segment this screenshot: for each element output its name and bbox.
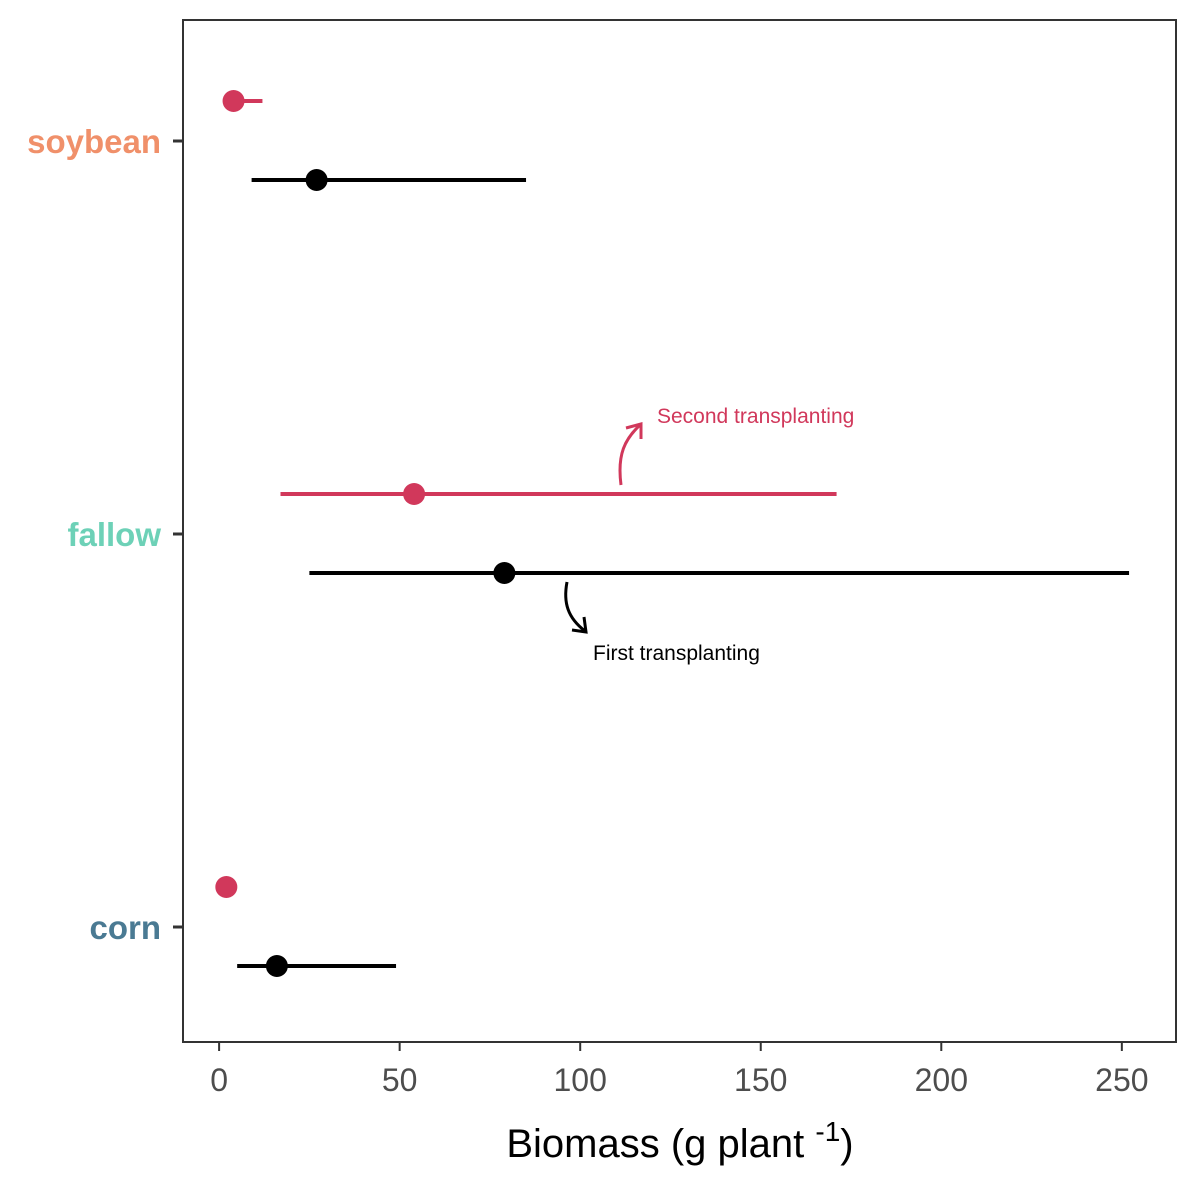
y-axis: corn fallow soybean xyxy=(27,123,183,946)
data-marks xyxy=(215,90,1130,977)
point-corn-series-2 xyxy=(265,955,288,977)
point-soybean-series-1 xyxy=(222,90,245,112)
x-tick-label: 150 xyxy=(734,1062,787,1098)
x-tick-label: 50 xyxy=(382,1062,418,1098)
x-tick-label: 100 xyxy=(554,1062,607,1098)
point-fallow-series-1 xyxy=(403,483,426,505)
x-axis-title-main: Biomass (g plant xyxy=(506,1122,815,1166)
point-soybean-series-2 xyxy=(305,169,328,191)
first-transplanting-arrow xyxy=(564,581,586,633)
second-transplanting-arrowhead xyxy=(625,422,643,439)
x-axis-title: Biomass (g plant -1) xyxy=(506,1116,853,1166)
x-axis-title-suffix: ) xyxy=(840,1122,853,1166)
x-axis-title-superscript: -1 xyxy=(815,1116,840,1147)
second-transplanting-label: Second transplanting xyxy=(657,405,854,428)
first-transplanting-arrowhead xyxy=(571,616,588,634)
first-transplanting-label: First transplanting xyxy=(593,642,760,665)
point-corn-series-1 xyxy=(215,876,238,898)
y-tick-label-fallow: fallow xyxy=(67,516,161,553)
x-tick-label: 200 xyxy=(915,1062,968,1098)
annotations: Second transplanting First transplanting xyxy=(564,405,854,665)
y-tick-label-corn: corn xyxy=(89,909,161,946)
x-axis: 0 50 100 150 200 250 xyxy=(210,1042,1149,1098)
second-transplanting-arrow xyxy=(618,423,642,486)
x-tick-label: 250 xyxy=(1095,1062,1148,1098)
plot-panel-border xyxy=(182,19,1177,1043)
x-tick-label: 0 xyxy=(210,1062,228,1098)
point-fallow-series-2 xyxy=(493,562,516,584)
y-tick-label-soybean: soybean xyxy=(27,123,161,160)
